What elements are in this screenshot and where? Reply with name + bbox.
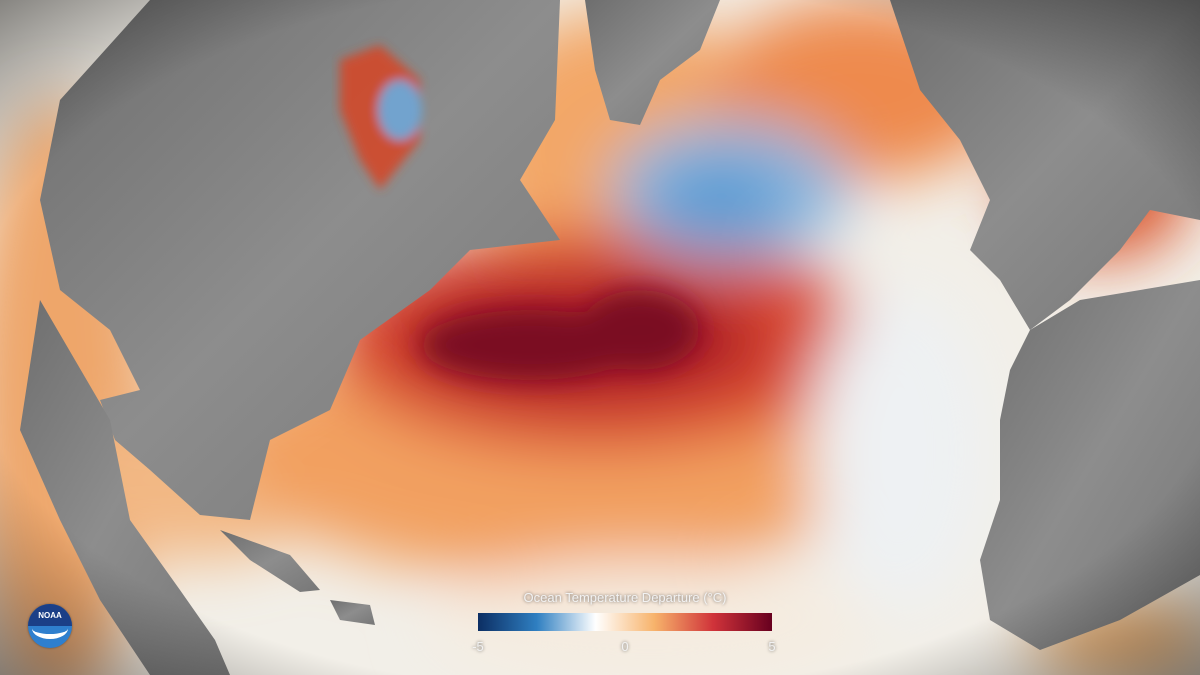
legend-tick-max: 5 [768, 639, 776, 654]
legend-tick-zero: 0 [621, 639, 629, 654]
noaa-logo-text: NOAA [38, 611, 62, 620]
color-legend: Ocean Temperature Departure (°C) -5 0 5 [472, 590, 776, 655]
legend-title: Ocean Temperature Departure (°C) [523, 590, 727, 605]
legend-tick-min: -5 [472, 639, 484, 654]
legend-ticks: -5 0 5 [472, 639, 776, 655]
legend-colorbar [478, 613, 772, 631]
noaa-logo: NOAA [28, 604, 72, 648]
